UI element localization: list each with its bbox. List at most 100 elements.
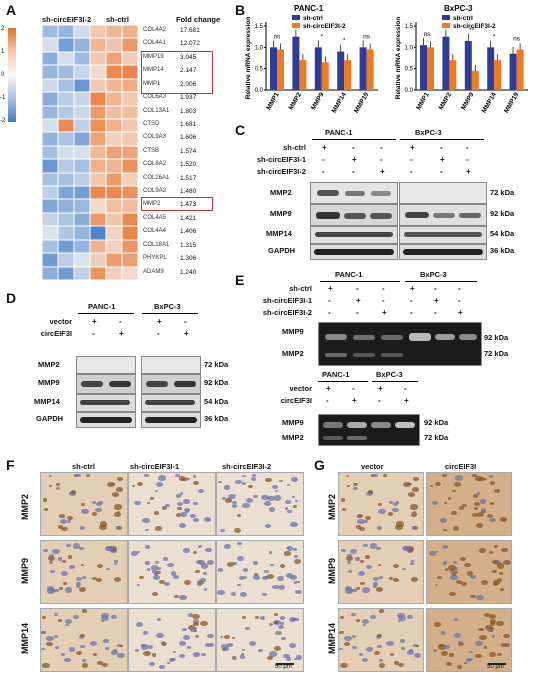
e-kda-mmp9-2: 92 kDa xyxy=(424,418,449,427)
bar-ctrl xyxy=(442,36,450,90)
ihc-cell xyxy=(46,641,53,647)
ihc-cell xyxy=(386,640,395,647)
ihc-cell xyxy=(377,508,386,515)
ihc-cell xyxy=(475,522,483,528)
ihc-cell xyxy=(491,569,497,574)
sign-mark: + xyxy=(404,396,409,405)
ihc-cell xyxy=(452,489,456,492)
y-tick-label: 1.0 xyxy=(405,45,414,51)
ihc-cell xyxy=(111,491,119,497)
ihc-cell xyxy=(152,570,158,575)
heatmap-cell xyxy=(90,199,106,213)
ihc-cell xyxy=(65,623,69,626)
ihc-cell xyxy=(352,589,357,593)
d-cell-bxpc3: BxPC-3 xyxy=(154,302,181,311)
ihc-cell xyxy=(155,525,162,531)
ihc-cell xyxy=(223,646,230,651)
ihc-cell xyxy=(344,641,351,647)
e-line-bxpc3 xyxy=(405,281,477,282)
ihc-cell xyxy=(183,508,190,513)
ihc-cell xyxy=(274,489,279,493)
ihc-cell xyxy=(454,474,463,481)
heatmap-cell xyxy=(90,172,106,187)
ihc-cell xyxy=(443,528,447,532)
ihc-cell xyxy=(489,622,496,626)
legend-swatch-sh xyxy=(292,23,300,28)
ihc-cell xyxy=(152,574,161,580)
ihc-cell xyxy=(453,570,459,575)
heatmap-cell xyxy=(58,65,74,79)
ihc-cell xyxy=(243,568,249,572)
ihc-cell xyxy=(273,495,282,501)
ihc-cell xyxy=(353,486,358,490)
y-tick-label: 1.5 xyxy=(405,24,414,30)
ihc-cell xyxy=(375,587,383,593)
x-tick-label: MMP1 xyxy=(265,91,281,111)
ihc-cell xyxy=(81,663,88,668)
c-blot-mmp9-right xyxy=(399,204,487,226)
ihc-cell xyxy=(475,654,482,659)
g-row-mmp14: MMP14 xyxy=(327,622,337,654)
ihc-cell xyxy=(454,567,459,570)
e-band-mmp2: MMP2 xyxy=(282,349,304,358)
ihc-cell xyxy=(483,646,488,649)
ihc-cell xyxy=(268,551,273,554)
ihc-cell xyxy=(365,555,370,559)
ihc-cell xyxy=(294,500,298,503)
sign-mark: - xyxy=(157,329,160,338)
x-tick-label: MMP19 xyxy=(353,91,370,114)
ihc-cell xyxy=(489,517,496,522)
ihc-cell xyxy=(398,662,405,668)
ihc-cell xyxy=(504,643,511,648)
ihc-cell xyxy=(486,513,493,519)
ihc-cell xyxy=(164,503,170,508)
ihc-cell xyxy=(81,659,87,663)
heatmap-cell xyxy=(74,186,90,200)
sign-mark: + xyxy=(410,143,415,152)
ihc-cell xyxy=(221,643,229,650)
ihc-cell xyxy=(269,622,274,626)
ihc-cell xyxy=(175,474,180,477)
heatmap-cell xyxy=(122,25,138,39)
ihc-cell xyxy=(70,490,76,494)
fold-change-value: 1.937 xyxy=(180,94,197,102)
d-band-mmp2: MMP2 xyxy=(38,360,60,369)
heatmap-cell xyxy=(90,226,106,240)
ihc-cell xyxy=(114,511,122,517)
x-tick-label: MMP9 xyxy=(310,91,326,111)
heatmap-col-header-sh: sh-circEIF3I-2 xyxy=(42,15,92,24)
bar-sh xyxy=(471,70,479,90)
ihc-cell xyxy=(290,522,298,528)
ihc-cell xyxy=(114,577,122,583)
heatmap-cell xyxy=(122,51,138,66)
heatmap-cell xyxy=(122,132,138,146)
ihc-cell xyxy=(160,640,165,644)
ihc-cell xyxy=(193,619,200,624)
ihc-cell xyxy=(410,560,414,563)
heatmap-cell xyxy=(106,38,122,52)
ihc-cell xyxy=(41,662,50,668)
ihc-cell xyxy=(224,497,232,503)
ihc-cell xyxy=(492,559,499,565)
heatmap-cell xyxy=(74,92,90,106)
ihc-cell xyxy=(49,560,54,564)
ihc-cell xyxy=(412,476,420,481)
ihc-cell xyxy=(388,500,394,504)
sign-row-label: sh-circEIF3I-2 xyxy=(256,167,306,176)
e2-band-mmp9: MMP9 xyxy=(282,418,304,427)
ihc-cell xyxy=(42,498,48,502)
ihc-cell xyxy=(242,648,246,651)
ihc-cell xyxy=(181,627,187,632)
scale-tick-m1: -1 xyxy=(0,95,6,101)
heatmap-cell xyxy=(42,92,58,106)
ihc-cell xyxy=(187,612,194,617)
ihc-image xyxy=(40,540,128,604)
f-scale-label: 50 μm xyxy=(275,664,292,670)
heatmap-cell xyxy=(42,226,58,240)
heatmap-cell xyxy=(42,105,58,119)
ihc-cell xyxy=(110,649,119,655)
d-blot-mmp14-right xyxy=(141,394,201,412)
ihc-cell xyxy=(113,563,118,566)
ihc-cell xyxy=(484,625,492,631)
ihc-cell xyxy=(499,588,504,591)
